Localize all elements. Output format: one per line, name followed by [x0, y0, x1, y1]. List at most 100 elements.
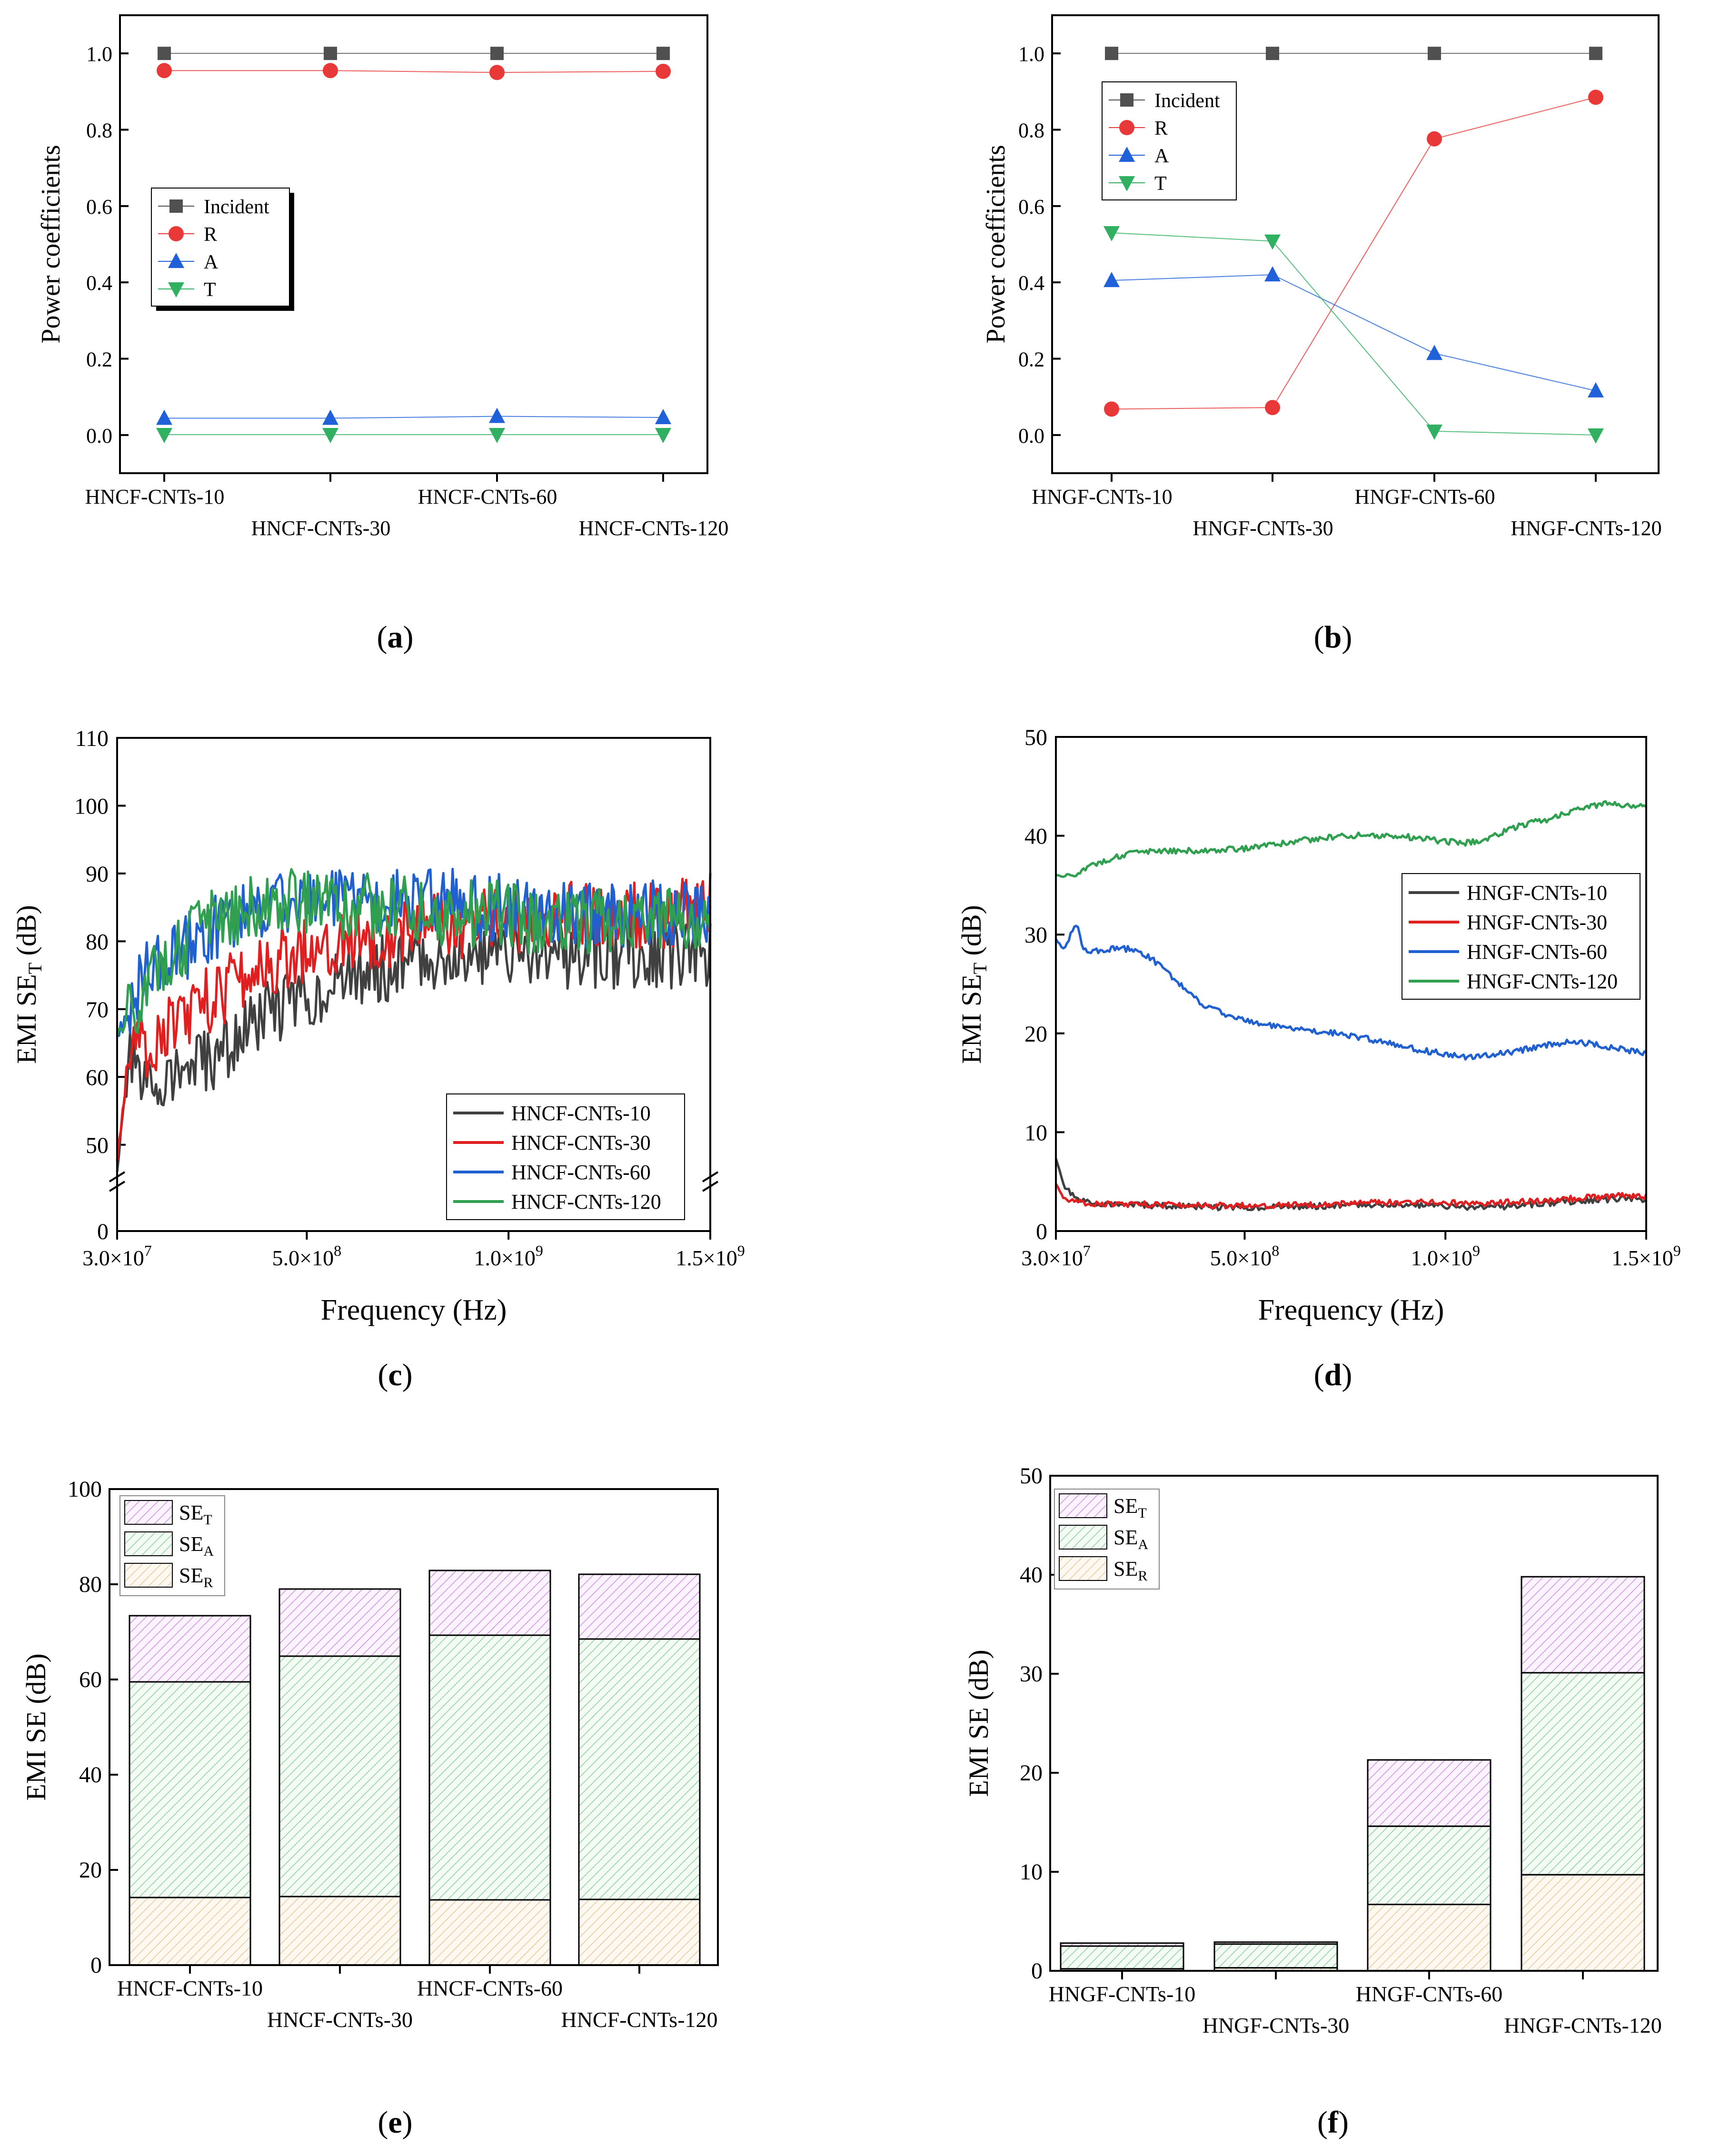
- panel-e-bar-SE_T: [578, 1573, 701, 1640]
- panel-c-ylabel-tail: (dB): [11, 905, 42, 963]
- panel-a-series-line-A: [164, 416, 664, 419]
- panel-f-ytick-label: 0: [1031, 1958, 1043, 1984]
- panel-e-legend-label: SER: [179, 1564, 213, 1590]
- panel-c-ytick-label: 110: [75, 726, 109, 751]
- panel-b-frame: [1051, 14, 1660, 474]
- panel-b-point-R: [1104, 401, 1119, 417]
- panel-e-ytick-label: 100: [68, 1477, 102, 1502]
- panel-a-point-Incident: [324, 47, 337, 60]
- panel-e-bar-SE_A: [278, 1655, 401, 1898]
- panel-a-point-A: [655, 408, 671, 424]
- panel-f-marks: 01020304050HNGF-CNTs-10HNGF-CNTs-30HNGF-…: [1020, 1463, 1662, 2037]
- panel-c-xtick-label: 5.0×108: [272, 1242, 341, 1270]
- panel-a-point-Incident: [158, 47, 171, 60]
- panel-c-ytick-label: 80: [86, 929, 109, 954]
- panel-c-xtick-exponent: 9: [536, 1242, 543, 1259]
- panel-d-ytick-label: 0: [1036, 1219, 1047, 1244]
- panel-f-ylabel: EMI SE (dB): [963, 1649, 994, 1797]
- panel-f-bar-SE_A: [1213, 1943, 1338, 1969]
- panel-f-legend-label-base: SE: [1113, 1526, 1138, 1549]
- panel-f-bar-SE_A: [1521, 1672, 1645, 1876]
- panel-e-legend-label-sub: T: [203, 1512, 212, 1528]
- panel-c-xtick-label: 1.0×109: [474, 1242, 543, 1270]
- panel-a-point-Incident: [490, 47, 504, 60]
- panel-e-bar-SE_R: [578, 1898, 701, 1966]
- panel-a-point-R: [656, 63, 671, 79]
- panel-f-legend-label-base: SE: [1113, 1557, 1138, 1580]
- panel-b-point-T: [1264, 234, 1281, 250]
- panel-b-legend-marker: [1119, 120, 1134, 135]
- panel-c-ylabel-main: EMI SE: [11, 974, 42, 1064]
- panel-a-point-R: [323, 63, 338, 79]
- panel-e-label: (e): [378, 2105, 412, 2140]
- panel-f-legend-label: SEA: [1113, 1526, 1148, 1552]
- panel-b-point-A: [1264, 266, 1281, 282]
- panel-e-legend-label: SEA: [179, 1532, 214, 1559]
- panel-a: 0.0 0.2 0.4 0.6 0.8 1.0 HNCF-CNTs-10 HNCF-CNTs-…: [36, 14, 728, 655]
- panel-f-ytick-label: 20: [1020, 1760, 1043, 1786]
- panel-d-ylabel-tail: (dB): [956, 905, 987, 963]
- panel-c-ytick-label: 0: [97, 1219, 109, 1244]
- panel-f-legend-label: SET: [1113, 1494, 1147, 1521]
- panel-e-xtick-label: HNCF-CNTs-30: [267, 2007, 413, 2032]
- panel-d-xtick-mantissa: 5.0×10: [1210, 1246, 1272, 1270]
- panel-c-xtick-exponent: 8: [334, 1242, 341, 1259]
- panel-f-legend-label-base: SE: [1113, 1494, 1138, 1518]
- panel-e-xtick-label: HNCF-CNTs-10: [117, 1976, 263, 2000]
- panel-c-legend-label: HNCF-CNTs-10: [511, 1102, 651, 1125]
- panel-f-letter: f: [1328, 2105, 1339, 2140]
- panel-f-xtick-label: HNGF-CNTs-60: [1356, 1982, 1503, 2006]
- panel-e-ytick-label: 0: [90, 1953, 102, 1978]
- panel-c-series-line-HNCF-CNTs-120: [116, 868, 712, 1036]
- panel-b-point-T: [1426, 424, 1442, 440]
- panel-e-bar-SE_T: [428, 1570, 551, 1636]
- panel-e-legend-label-base: SE: [179, 1501, 203, 1524]
- panel-e-bar-SE_R: [428, 1899, 551, 1966]
- panel-e-bar-SE_T: [129, 1615, 251, 1683]
- panel-a-point-A: [322, 409, 338, 425]
- panel-e-legend-label-sub: A: [203, 1543, 214, 1559]
- panel-a-legend-label: R: [204, 224, 217, 246]
- panel-c-ytick-label: 60: [86, 1065, 109, 1090]
- panel-e-frame: [109, 1488, 719, 1966]
- panel-a-point-T: [489, 428, 505, 444]
- panel-b-series-line-R: [1111, 97, 1596, 410]
- panel-d-ylabel-sub: T: [969, 963, 991, 974]
- panel-e-letter: e: [388, 2105, 402, 2140]
- panel-a-xtick-label: HNCF-CNTs-60: [418, 485, 557, 508]
- panel-e-legend-swatch: [124, 1563, 173, 1588]
- panel-e-ytick-label: 20: [79, 1858, 102, 1883]
- panel-b-ytick-label: 1.0: [1018, 42, 1044, 66]
- panel-e-legend-label-base: SE: [179, 1564, 203, 1587]
- panel-a-point-A: [489, 407, 505, 423]
- panel-a-xtick-label: HNCF-CNTs-30: [251, 517, 391, 540]
- panel-c-ylabel-sub: T: [24, 963, 46, 974]
- panel-a-letter: a: [388, 620, 403, 655]
- panel-c-label: (c): [378, 1358, 412, 1392]
- panel-d-legend-label: HNGF-CNTs-30: [1467, 911, 1607, 934]
- panel-a-ytick-label: 0.4: [86, 271, 112, 295]
- panel-c-xtick-exponent: 9: [737, 1242, 745, 1259]
- panel-d-legend-box: [1402, 873, 1640, 1000]
- panel-d-ytick-label: 10: [1024, 1120, 1047, 1145]
- panel-a-point-A: [156, 409, 172, 425]
- panel-d-xtick-label: 3.0×107: [1021, 1242, 1090, 1270]
- panel-b-marks: 0.0 0.2 0.4 0.6 0.8 1.0 HNGF-CNTs-10 HNGF-CNTs-…: [1018, 42, 1662, 540]
- panel-b-point-A: [1426, 345, 1442, 360]
- panel-f-legend-swatch: [1059, 1493, 1107, 1518]
- panel-d-frame: [1055, 736, 1647, 1232]
- panel-d-legend-label: HNGF-CNTs-120: [1467, 970, 1618, 993]
- panel-a-ytick-label: 0.0: [86, 424, 112, 447]
- panel-d-legend-label: HNGF-CNTs-60: [1467, 940, 1607, 964]
- panel-b-legend-label: T: [1154, 173, 1167, 195]
- panel-f-legend-label-sub: T: [1138, 1505, 1146, 1521]
- panel-c-ytick-label: 50: [86, 1133, 109, 1158]
- panel-f-label: (f): [1317, 2105, 1349, 2140]
- panel-f-legend-label-sub: R: [1138, 1568, 1147, 1584]
- panel-a-ytick-label: 0.6: [86, 195, 112, 219]
- panel-d-xtick-mantissa: 3.0×10: [1021, 1246, 1083, 1270]
- panel-d-xlabel: Frequency (Hz): [1258, 1294, 1444, 1326]
- panel-e-ytick-label: 80: [79, 1572, 102, 1597]
- panel-b-ylabel: Power coefficients: [981, 145, 1011, 343]
- panel-f-xtick-label: HNGF-CNTs-120: [1504, 2013, 1662, 2037]
